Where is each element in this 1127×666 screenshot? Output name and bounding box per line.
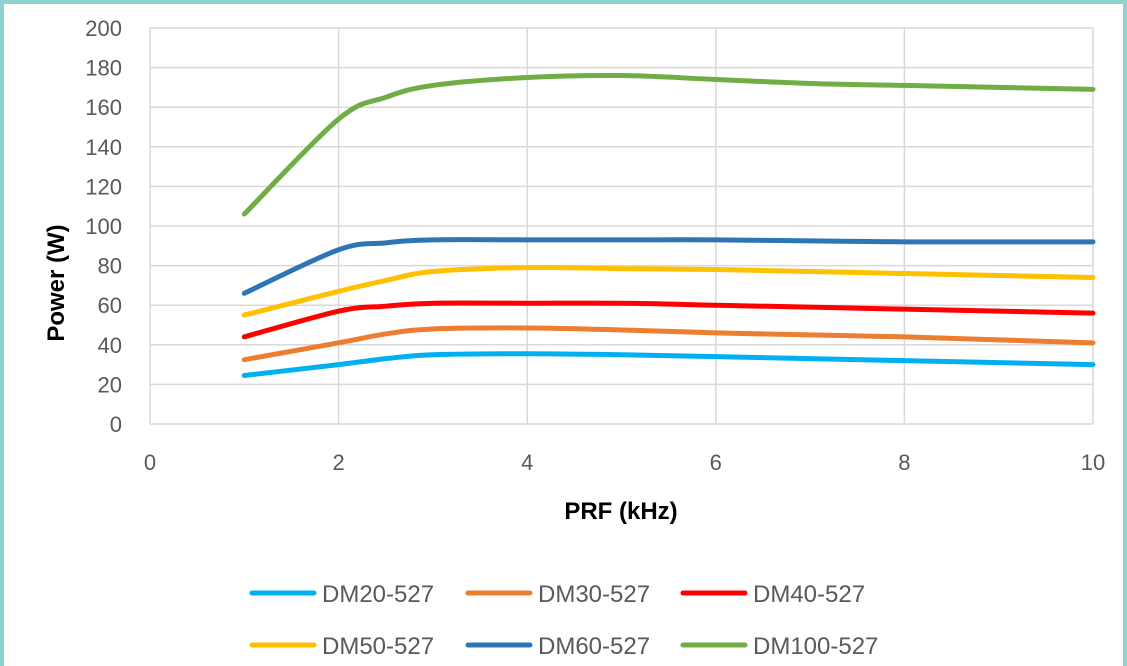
legend-item-dm100-527: DM100-527 [680,633,878,660]
y-tick-label: 140 [85,135,122,160]
series-line-dm60-527 [241,237,1096,296]
x-tick-label: 2 [332,450,344,475]
x-tick-label: 4 [521,450,533,475]
y-axis-tick-labels: 0 20 40 60 80 100 120 140 160 180 200 [85,16,122,437]
y-tick-label: 100 [85,214,122,239]
y-tick-label: 0 [110,412,122,437]
y-tick-label: 160 [85,95,122,120]
legend-label: DM40-527 [753,581,865,608]
y-axis-title: Power (W) [43,224,70,341]
legend-label: DM100-527 [753,633,878,660]
x-tick-label: 0 [144,450,156,475]
y-tick-label: 180 [85,56,122,81]
y-tick-label: 80 [98,254,122,279]
legend-label: DM60-527 [538,633,650,660]
legend-item-dm40-527: DM40-527 [680,581,865,608]
series-line-dm30-527 [241,325,1096,363]
series-line-dm100-527 [241,72,1096,217]
legend: DM20-527 DM30-527 DM40-527 DM50-527 DM60-527… [249,581,878,660]
y-tick-label: 40 [98,333,122,358]
legend-label: DM20-527 [322,581,434,608]
legend-item-dm30-527: DM30-527 [465,581,650,608]
y-tick-label: 60 [98,293,122,318]
legend-label: DM30-527 [538,581,650,608]
y-tick-label: 20 [98,372,122,397]
legend-item-dm50-527: DM50-527 [249,633,434,660]
x-axis-tick-labels: 0 2 4 6 8 10 [144,450,1105,475]
x-tick-label: 10 [1081,450,1105,475]
legend-item-dm60-527: DM60-527 [465,633,650,660]
x-axis-title: PRF (kHz) [564,498,677,525]
series-line-dm50-527 [241,264,1096,318]
x-tick-label: 6 [710,450,722,475]
series-line-dm40-527 [241,300,1096,340]
y-tick-label: 120 [85,174,122,199]
y-tick-label: 200 [85,16,122,41]
legend-item-dm20-527: DM20-527 [249,581,434,608]
series-lines [241,72,1096,378]
series-line-dm20-527 [241,351,1096,378]
legend-label: DM50-527 [322,633,434,660]
x-tick-label: 8 [898,450,910,475]
